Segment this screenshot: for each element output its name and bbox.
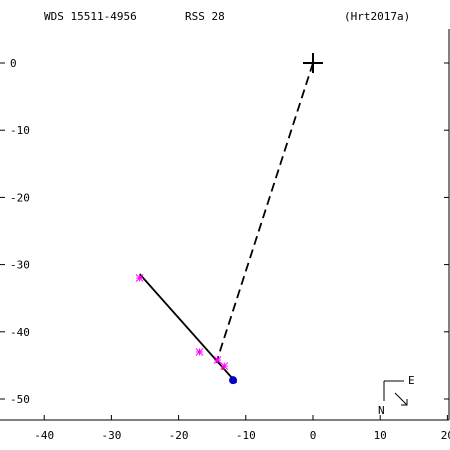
- x-tick-label: -40: [34, 429, 54, 442]
- star-designation: WDS 15511-4956: [44, 10, 137, 23]
- y-tick-label: -20: [10, 191, 30, 204]
- observation-stroke: [220, 362, 229, 370]
- motion-arrow-shaft: [394, 392, 408, 406]
- observation-point: [220, 362, 229, 370]
- reference-label: (Hrt2017a): [344, 10, 410, 23]
- observation-point: [213, 356, 222, 364]
- observation-stroke: [135, 274, 144, 282]
- rss-label: RSS 28: [185, 10, 225, 23]
- axes: -40 -30 -20 -10 0 10 20 0 -10 -20 -30 -40 -50: [0, 29, 450, 442]
- line-of-nodes: [215, 62, 314, 363]
- motion-arrow-head: [401, 399, 408, 406]
- observation-point: [135, 274, 144, 282]
- x-tick-label: 0: [310, 429, 317, 442]
- compass-east-label: E: [408, 374, 415, 387]
- y-tick-label: -30: [10, 259, 30, 272]
- x-tick-label: 10: [374, 429, 387, 442]
- compass-indicator: E N: [378, 374, 415, 417]
- y-tick-label: -50: [10, 393, 30, 406]
- y-tick-label: -10: [10, 124, 30, 137]
- x-tick-label: -30: [101, 429, 121, 442]
- compass-north-label: N: [378, 404, 385, 417]
- observation-stroke: [195, 348, 204, 356]
- x-tick-label: -20: [169, 429, 189, 442]
- y-tick-label: -40: [10, 326, 30, 339]
- data-layer: [135, 53, 323, 385]
- y-tick-label: 0: [10, 57, 17, 70]
- orbit-arc: [138, 273, 238, 384]
- observation-point: [195, 348, 204, 356]
- x-tick-label: -10: [236, 429, 256, 442]
- current-position-dot: [229, 376, 238, 385]
- observation-stroke: [213, 356, 222, 364]
- x-tick-label: 20: [441, 429, 450, 442]
